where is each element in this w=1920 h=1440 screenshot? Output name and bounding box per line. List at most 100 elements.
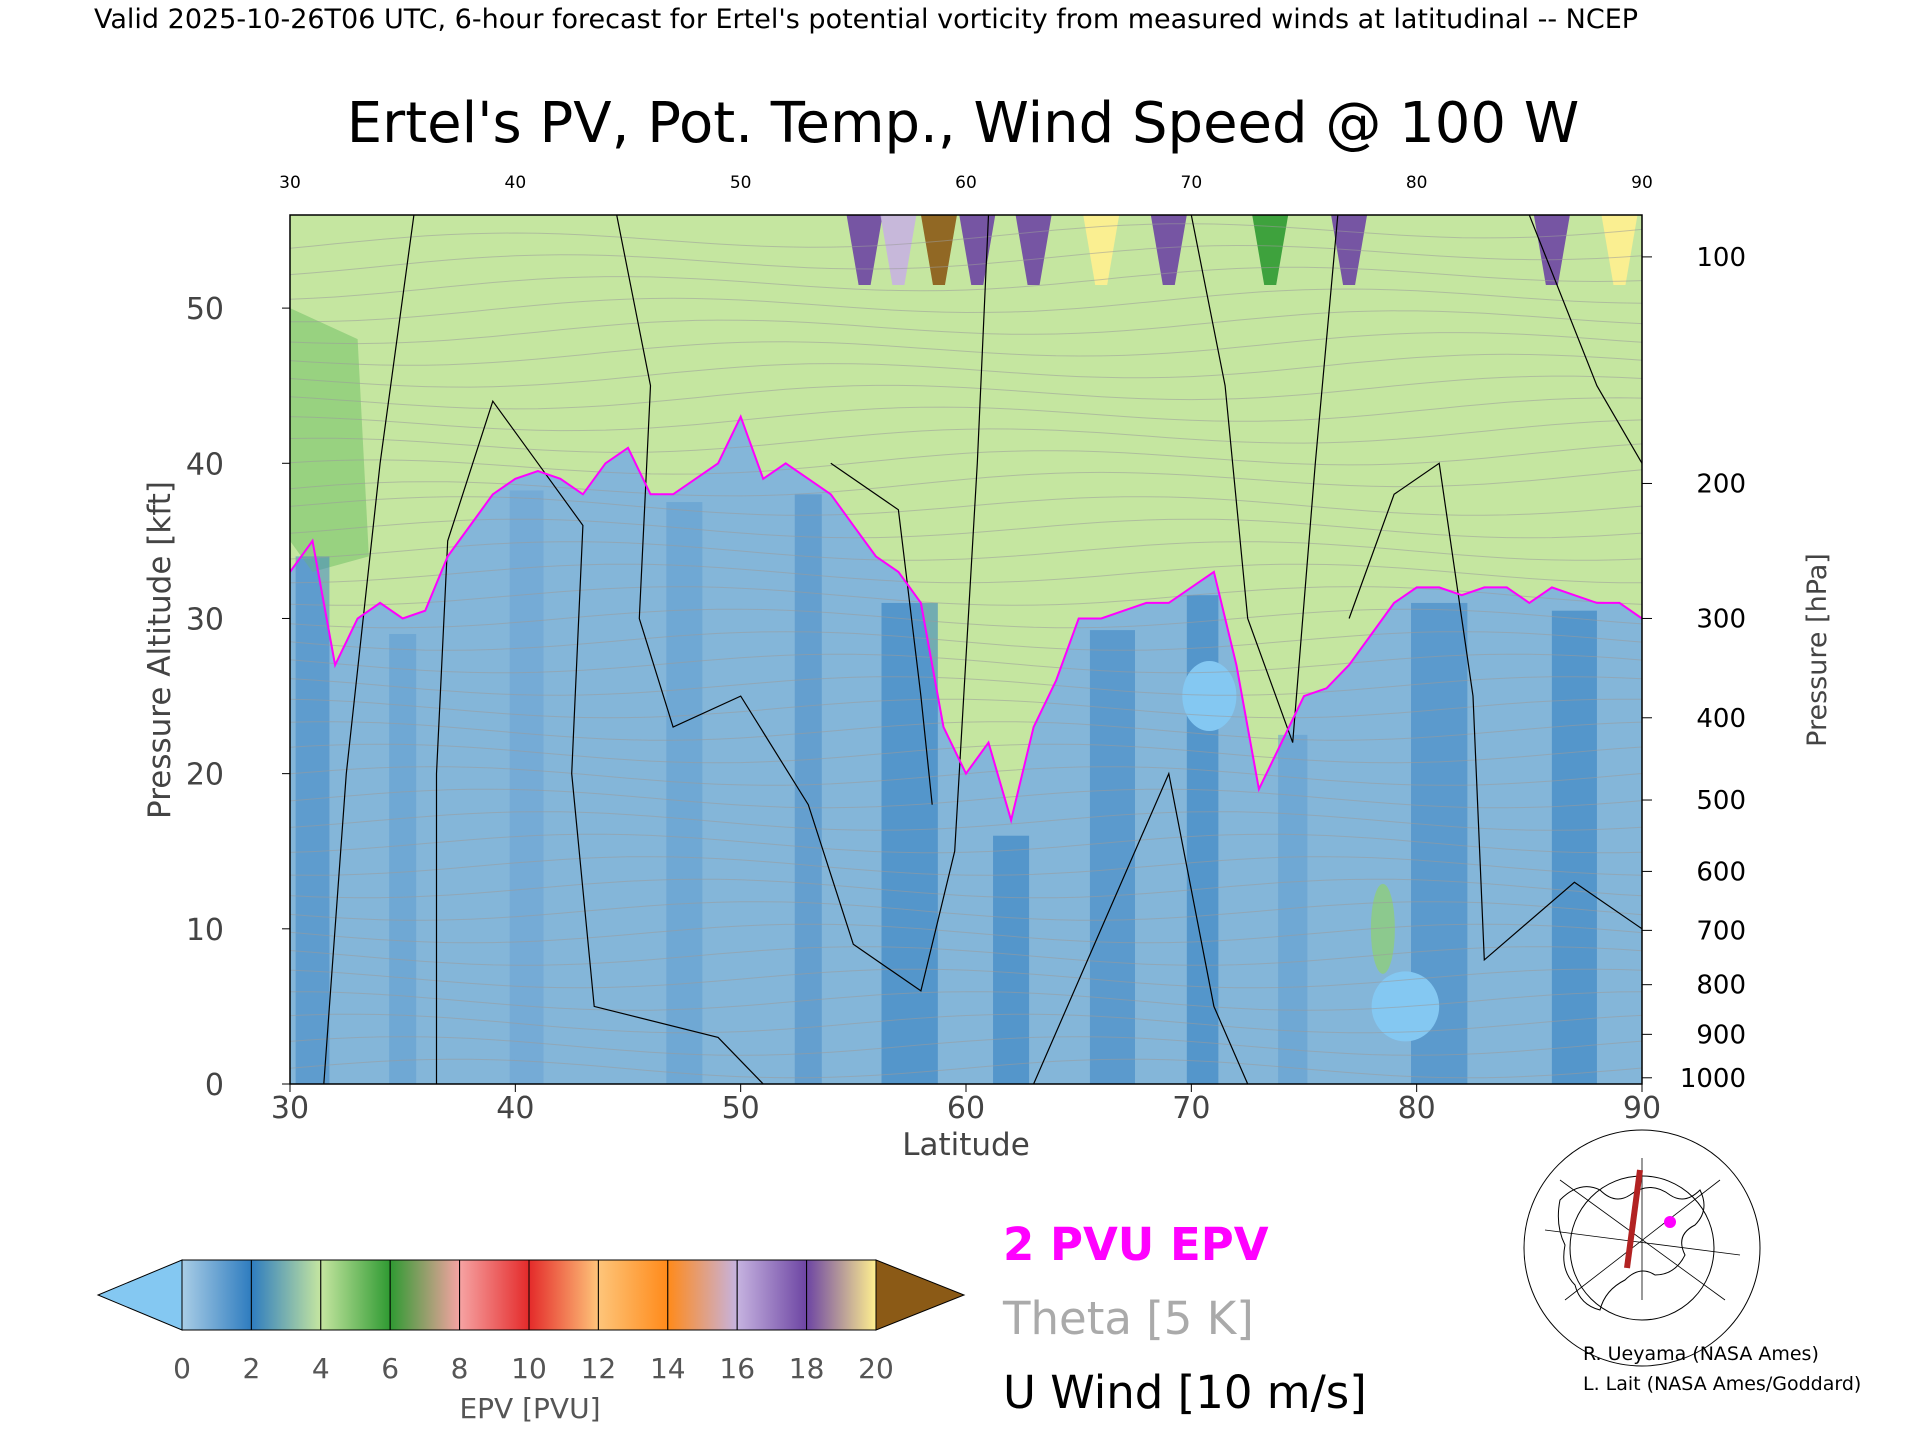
plot-area <box>290 215 1642 1084</box>
colorbar-tick-label: 10 <box>511 1352 547 1385</box>
inset-map <box>1523 1129 1761 1367</box>
theta-contour-36 <box>290 244 1642 276</box>
inset-section-line <box>1624 1169 1643 1269</box>
legend: 2 PVU EPV Theta [5 K] U Wind [10 m/s] <box>1002 1218 1367 1419</box>
theta-contour-32 <box>290 332 1642 366</box>
colorbar-segment <box>528 1259 599 1331</box>
pressure-tick-label: 700 <box>1696 916 1746 946</box>
theta-contour-3 <box>290 991 1642 1011</box>
wind-contour-0 <box>323 215 415 1084</box>
theta-contour-28 <box>290 419 1642 453</box>
theta-contour-17 <box>290 676 1642 696</box>
colorbar-tick-label: 0 <box>173 1352 191 1385</box>
colorbar-segment <box>736 1259 808 1331</box>
x-axis: 30 40 50 60 70 80 90 <box>271 1084 1661 1126</box>
x-tick-label: 50 <box>722 1091 760 1126</box>
theta-contour-25 <box>290 496 1642 516</box>
wind-contour-6 <box>1528 215 1642 464</box>
colorbar: 0 2 4 6 8 10 12 14 16 18 20 <box>96 1259 966 1385</box>
theta-contour-24 <box>290 518 1642 539</box>
colorbar-tick-label: 4 <box>312 1352 330 1385</box>
y-tick-label: 30 <box>186 602 224 637</box>
y-tick-label: 50 <box>186 292 224 327</box>
pv-light-patch-0 <box>1182 661 1237 732</box>
credit-line-2: L. Lait (NASA Ames/Goddard) <box>1583 1373 1861 1395</box>
theta-contour-23 <box>290 541 1642 561</box>
wind-contour-2 <box>616 215 990 992</box>
colorbar-segment <box>389 1259 461 1331</box>
colorbar-segment <box>181 1259 252 1331</box>
pv-spike-4 <box>1015 215 1052 285</box>
pv-streak-0 <box>295 556 330 1084</box>
theta-contour-8 <box>290 878 1642 899</box>
colorbar-segment <box>597 1259 669 1331</box>
theta-contour-29 <box>290 397 1642 432</box>
pv-spike-0 <box>846 215 883 285</box>
theta-contour-7 <box>290 901 1642 921</box>
y-tick-label: 40 <box>186 447 224 482</box>
theta-contour-30 <box>290 375 1642 410</box>
x-tick-label: 80 <box>1398 1091 1436 1126</box>
pv-spike-1 <box>880 215 917 285</box>
colorbar-label: EPV [PVU] <box>459 1392 600 1425</box>
top-tick-label: 70 <box>1181 173 1203 193</box>
colorbar-tick-label: 20 <box>858 1352 894 1385</box>
colorbar-tick-label: 8 <box>451 1352 469 1385</box>
colorbar-tick-label: 18 <box>789 1352 825 1385</box>
pressure-tick-label: 300 <box>1696 604 1746 634</box>
colorbar-tick-label: 14 <box>650 1352 686 1385</box>
top-tick-label: 60 <box>955 173 977 193</box>
top-tick-label: 50 <box>730 173 752 193</box>
pressure-tick-label: 100 <box>1696 243 1746 273</box>
theta-contour-1 <box>290 1036 1642 1056</box>
x-axis-label: Latitude <box>902 1127 1030 1163</box>
wind-contour-1 <box>435 399 764 1084</box>
colorbar-over-triangle <box>875 1259 966 1331</box>
pv-streak-6 <box>993 835 1030 1084</box>
y-axis: 0 10 20 30 40 50 <box>186 292 290 1103</box>
pressure-tick-label: 500 <box>1696 786 1746 816</box>
pressure-tick-label: 600 <box>1696 857 1746 887</box>
x-tick-label: 40 <box>496 1091 534 1126</box>
pv-streak-3 <box>666 502 703 1084</box>
pv-streak-2 <box>509 490 544 1084</box>
pv-streak-11 <box>1551 610 1597 1084</box>
theta-contour-22 <box>290 563 1642 584</box>
wind-contour-5 <box>1348 462 1642 962</box>
colorbar-tick-label: 2 <box>242 1352 260 1385</box>
top-tick-label: 30 <box>279 173 301 193</box>
legend-2pvu: 2 PVU EPV <box>1003 1218 1269 1271</box>
top-tick-label: 90 <box>1631 173 1653 193</box>
legend-theta: Theta [5 K] <box>1002 1292 1254 1345</box>
pressure-tick-label: 900 <box>1696 1020 1746 1050</box>
theta-contour-19 <box>290 631 1642 651</box>
wind-contour-7 <box>830 462 933 805</box>
pressure-tick-label: 400 <box>1696 704 1746 734</box>
theta-contour-27 <box>290 443 1642 475</box>
pressure-axis-label: Pressure [hPa] <box>1802 553 1833 747</box>
theta-contour-33 <box>290 310 1642 345</box>
theta-contour-12 <box>290 788 1642 809</box>
theta-contour-10 <box>290 833 1642 854</box>
y-tick-label: 10 <box>186 913 224 948</box>
pv-spike-9 <box>1533 215 1570 285</box>
pressure-tick-label: 800 <box>1696 971 1746 1001</box>
theta-contour-16 <box>290 698 1642 719</box>
theta-contour-2 <box>290 1013 1642 1034</box>
theta-contour-20 <box>290 608 1642 629</box>
x-tick-label: 90 <box>1623 1091 1661 1126</box>
colorbar-segment <box>806 1259 877 1331</box>
top-tick-label: 40 <box>505 173 527 193</box>
chart-title: Ertel's PV, Pot. Temp., Wind Speed @ 100… <box>347 91 1579 156</box>
credit-line-1: R. Ueyama (NASA Ames) <box>1583 1343 1819 1365</box>
theta-contour-34 <box>290 288 1642 323</box>
x-tick-label: 60 <box>947 1091 985 1126</box>
pv-streak-7 <box>1089 630 1135 1084</box>
top-tick-label: 80 <box>1406 173 1428 193</box>
pv-green-patch <box>1370 883 1395 974</box>
theta-contour-6 <box>290 923 1642 944</box>
theta-contour-5 <box>290 946 1642 966</box>
colorbar-segment <box>667 1259 738 1331</box>
colorbar-tick-label: 6 <box>381 1352 399 1385</box>
